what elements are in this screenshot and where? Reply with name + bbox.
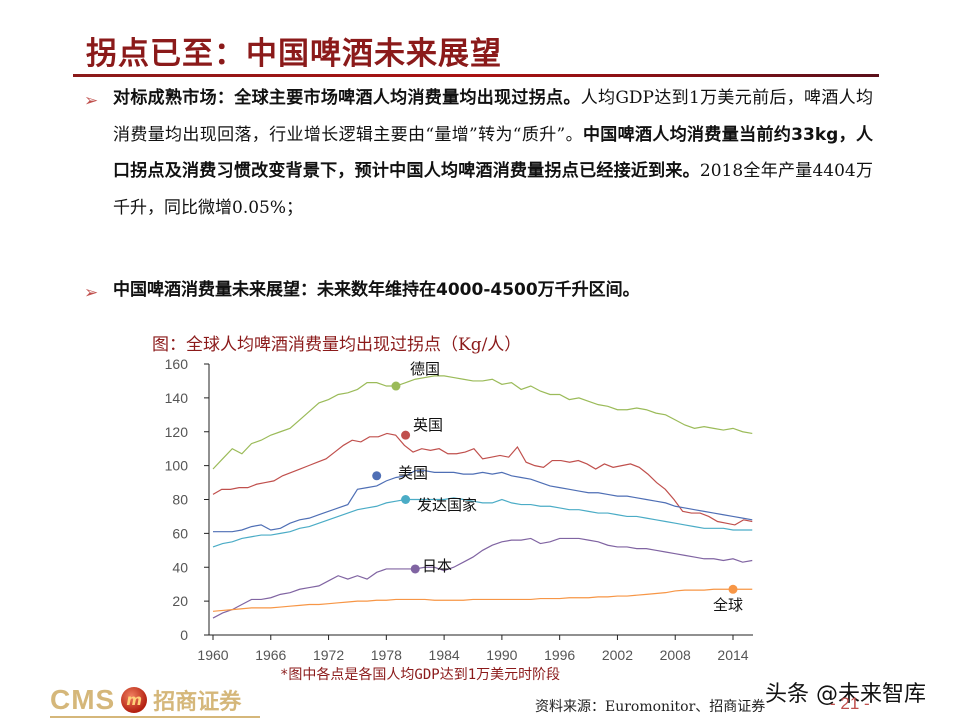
title-divider <box>73 74 879 77</box>
y-tick-label: 80 <box>172 492 188 508</box>
x-tick-label: 2002 <box>602 647 633 663</box>
series-label: 美国 <box>398 464 428 482</box>
page-title: 拐点已至：中国啤酒未来展望 <box>86 36 502 72</box>
y-tick-label: 140 <box>165 390 189 406</box>
series-line <box>212 375 753 470</box>
y-tick-label: 40 <box>172 559 188 575</box>
bullet-1-seg-2: 人均GDP达到1万美元前后，啤酒人均消费量均出现回落，行业增长逻辑主要由“量增”… <box>113 88 873 145</box>
series-line <box>213 470 753 533</box>
bullet-arrow-icon: ➢ <box>84 283 99 303</box>
y-tick-label: 20 <box>172 593 188 609</box>
bullet-1-seg-1: 对标成熟市场：全球主要市场啤酒人均消费量均出现过拐点。 <box>113 88 581 108</box>
y-tick-label: 160 <box>165 356 189 372</box>
x-tick-label: 2014 <box>717 647 748 663</box>
bullet-paragraph-2: 中国啤酒消费量未来展望：未来数年维持在4000-4500万千升区间。 <box>113 272 873 309</box>
figure-note: *图中各点是各国人均GDP达到1万美元时阶段 <box>280 667 561 683</box>
x-tick-label: 1984 <box>429 647 460 663</box>
series-line <box>212 432 753 526</box>
series-line <box>212 537 753 619</box>
x-tick-label: 1960 <box>197 647 228 663</box>
y-tick-label: 60 <box>172 525 188 541</box>
logo-cms-text: CMS <box>50 684 116 715</box>
x-tick-label: 1966 <box>255 647 286 663</box>
gdp-10k-marker <box>372 471 382 481</box>
series-label: 日本 <box>422 557 452 575</box>
gdp-10k-marker <box>728 584 738 594</box>
gdp-10k-marker <box>401 430 411 440</box>
x-tick-label: 1996 <box>544 647 575 663</box>
bullet-1-seg-4: 2018全年产量4404万千升，同比微增0.05%； <box>113 161 874 218</box>
logo-cn-text: 招商证券 <box>153 689 242 715</box>
gdp-10k-marker <box>391 381 401 391</box>
x-tick-label: 2008 <box>660 647 691 663</box>
source-note: 资料来源：Euromonitor、招商证券 <box>535 699 766 715</box>
bullet-1-seg-3: 中国啤酒人均消费量当前约33kg，人口拐点及消费习惯改变背景下，预计中国人均啤酒… <box>113 124 873 182</box>
gdp-10k-marker <box>401 495 411 504</box>
series-label: 发达国家 <box>417 496 477 514</box>
logo-underline <box>50 716 260 718</box>
y-tick-label: 120 <box>165 424 189 440</box>
watermark: 头条 @未来智库 <box>765 682 926 707</box>
page-number: - 21 - <box>830 694 870 713</box>
series-label: 德国 <box>410 360 440 378</box>
figure-title: 图：全球人均啤酒消费量均出现过拐点（Kg/人） <box>152 335 522 355</box>
gdp-10k-marker <box>410 564 420 574</box>
x-tick-label: 1990 <box>486 647 517 663</box>
bullet-arrow-icon: ➢ <box>84 91 99 111</box>
logo-mark-icon: m <box>121 687 148 713</box>
bullet-paragraph-1: 对标成熟市场：全球主要市场啤酒人均消费量均出现过拐点。人均GDP达到1万美元前后… <box>113 80 873 226</box>
series-line <box>212 497 753 548</box>
series-label: 全球 <box>713 596 743 614</box>
series-label: 英国 <box>413 416 443 434</box>
y-tick-label: 0 <box>180 627 188 643</box>
x-tick-label: 1972 <box>313 647 344 663</box>
bullet-2-seg-1: 中国啤酒消费量未来展望：未来数年维持在4000-4500万千升区间。 <box>113 280 640 300</box>
y-tick-label: 100 <box>165 458 189 474</box>
company-logo: CMS m 招商证券 <box>50 684 241 716</box>
series-line <box>212 588 753 612</box>
x-tick-label: 1978 <box>371 647 402 663</box>
